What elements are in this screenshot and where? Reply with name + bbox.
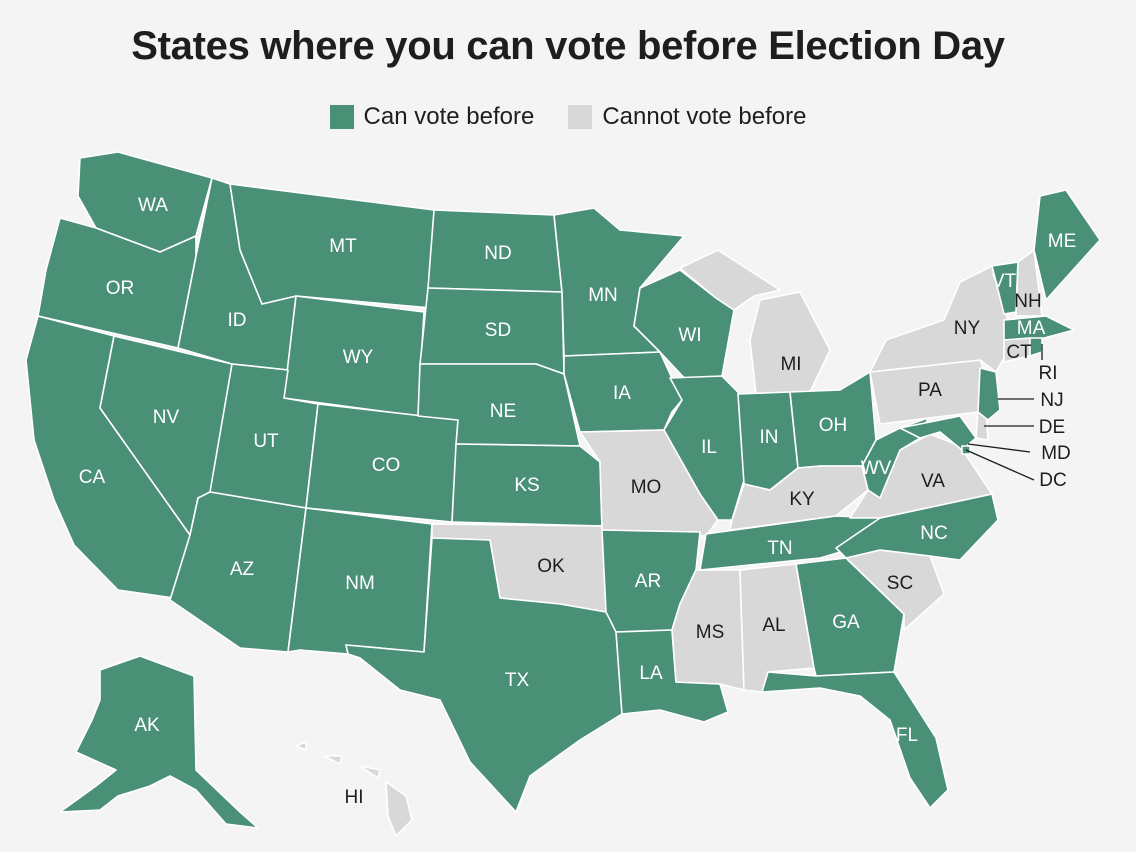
state-label-mi: MI: [780, 354, 801, 375]
state-label-vt: VT: [992, 271, 1017, 292]
state-fl: [761, 671, 949, 809]
legend: Can vote before Cannot vote before: [0, 103, 1136, 131]
state-label-nc: NC: [920, 523, 947, 544]
state-label-dc: DC: [1039, 470, 1066, 491]
state-label-ar: AR: [635, 571, 661, 592]
state-label-ca: CA: [79, 467, 106, 488]
state-label-mt: MT: [329, 236, 357, 257]
state-label-ks: KS: [514, 475, 539, 496]
state-label-me: ME: [1048, 231, 1077, 252]
state-label-ky: KY: [789, 489, 815, 510]
legend-item-cannot-vote: Cannot vote before: [568, 103, 806, 131]
map-title: States where you can vote before Electio…: [131, 24, 1005, 68]
state-label-ia: IA: [613, 383, 631, 404]
state-label-mn: MN: [588, 285, 618, 306]
state-label-az: AZ: [230, 559, 255, 580]
state-label-in: IN: [760, 427, 779, 448]
state-label-ma: MA: [1017, 318, 1046, 339]
state-label-ct: CT: [1006, 342, 1032, 363]
state-label-or: OR: [106, 278, 135, 299]
state-labels: WA OR CA NV ID MT WY UT AZ CO NM ND SD N…: [79, 195, 1076, 808]
leader-line-md: [967, 443, 1031, 453]
label-leader-lines: [965, 344, 1043, 481]
legend-swatch-can-vote: [329, 105, 354, 129]
state-label-ut: UT: [253, 431, 279, 452]
state-label-tx: TX: [505, 670, 530, 691]
legend-swatch-cannot-vote: [568, 105, 593, 129]
state-label-nj: NJ: [1040, 390, 1063, 411]
state-label-wv: WV: [861, 458, 892, 479]
state-ri: [1029, 337, 1043, 357]
state-label-la: LA: [639, 663, 663, 684]
state-label-nm: NM: [345, 573, 375, 594]
state-label-co: CO: [372, 455, 401, 476]
state-label-ga: GA: [832, 612, 860, 633]
state-label-wy: WY: [343, 347, 374, 368]
state-label-ok: OK: [537, 556, 565, 577]
state-label-fl: FL: [896, 725, 918, 746]
state-label-wa: WA: [138, 195, 168, 216]
state-label-hi: HI: [345, 787, 364, 808]
state-hi: [295, 741, 413, 837]
state-label-ne: NE: [490, 401, 516, 422]
legend-item-can-vote: Can vote before: [329, 103, 535, 131]
state-label-nd: ND: [484, 243, 511, 264]
state-label-al: AL: [762, 615, 785, 636]
state-label-va: VA: [921, 471, 945, 492]
state-label-nh: NH: [1014, 291, 1041, 312]
legend-label-can-vote: Can vote before: [363, 103, 535, 130]
state-il: [663, 375, 745, 521]
state-label-md: MD: [1041, 443, 1071, 464]
state-label-ny: NY: [954, 318, 981, 339]
state-label-nv: NV: [153, 407, 180, 428]
state-label-oh: OH: [819, 415, 848, 436]
state-label-il: IL: [701, 437, 717, 458]
state-label-tn: TN: [767, 538, 792, 559]
state-me: [1033, 189, 1101, 301]
state-label-ak: AK: [134, 715, 160, 736]
leader-line-dc: [965, 449, 1035, 481]
state-tx: [345, 537, 623, 813]
state-label-sd: SD: [485, 320, 511, 341]
state-ak: [59, 655, 259, 829]
state-label-ri: RI: [1039, 363, 1058, 384]
legend-label-cannot-vote: Cannot vote before: [602, 103, 807, 130]
state-ny: [869, 265, 1009, 373]
state-label-ms: MS: [696, 622, 725, 643]
state-nj: [977, 367, 1001, 421]
state-label-mo: MO: [631, 477, 662, 498]
state-ma: [1003, 315, 1075, 341]
state-label-pa: PA: [918, 380, 942, 401]
state-ia: [563, 351, 683, 433]
state-label-wi: WI: [678, 325, 701, 346]
state-shapes: [25, 151, 1101, 837]
state-label-de: DE: [1039, 417, 1065, 438]
state-label-id: ID: [228, 310, 247, 331]
state-label-sc: SC: [887, 573, 913, 594]
